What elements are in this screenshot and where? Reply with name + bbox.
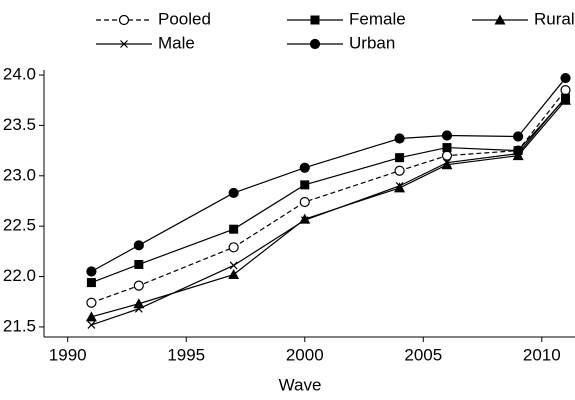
- series-line: [91, 89, 566, 304]
- marker: [299, 162, 310, 173]
- marker: [134, 259, 144, 269]
- x-axis-label: Wave: [279, 375, 322, 394]
- marker: [228, 269, 240, 280]
- marker: [560, 85, 571, 96]
- legend-label: Female: [349, 9, 406, 28]
- marker: [134, 304, 143, 313]
- x-tick-label: 2000: [286, 345, 324, 364]
- y-tick-label: 23.5: [3, 115, 36, 134]
- marker: [395, 153, 405, 163]
- marker: [394, 182, 406, 193]
- series-line: [91, 99, 566, 318]
- marker: [299, 213, 311, 224]
- marker: [228, 242, 239, 253]
- x-tick-label: 2005: [404, 345, 442, 364]
- marker: [512, 150, 524, 161]
- x-tick-label: 1995: [167, 345, 205, 364]
- series-line: [91, 97, 566, 284]
- x-tick-label: 1990: [49, 345, 87, 364]
- marker: [86, 297, 97, 308]
- marker: [561, 93, 570, 102]
- legend-label: Rural: [534, 9, 575, 28]
- marker: [443, 158, 451, 167]
- y-tick-label: 23.0: [3, 165, 36, 184]
- marker: [229, 261, 238, 270]
- y-tick-label: 21.5: [3, 316, 36, 335]
- marker: [300, 180, 310, 190]
- y-tick-label: 24.0: [3, 65, 36, 84]
- legend-marker: [118, 14, 130, 26]
- marker: [395, 181, 404, 190]
- legend-marker: [494, 14, 506, 25]
- legend-label: Urban: [349, 33, 395, 52]
- x-tick-label: 2010: [523, 345, 561, 364]
- series-line: [91, 96, 566, 326]
- marker: [441, 159, 453, 170]
- marker: [228, 187, 239, 199]
- marker: [514, 149, 523, 158]
- legend-marker: [120, 40, 128, 48]
- marker: [300, 216, 309, 225]
- marker: [299, 196, 310, 208]
- legend-marker: [310, 15, 320, 25]
- y-tick-label: 22.5: [3, 216, 36, 235]
- series-line: [91, 77, 566, 273]
- marker: [86, 266, 97, 277]
- marker: [86, 278, 96, 288]
- marker: [560, 94, 572, 105]
- marker: [229, 224, 239, 234]
- marker: [441, 130, 453, 141]
- marker: [87, 320, 96, 329]
- marker: [560, 72, 571, 84]
- marker: [442, 143, 452, 153]
- marker: [133, 240, 144, 251]
- marker: [394, 133, 405, 144]
- legend-label: Male: [158, 33, 195, 52]
- legend-marker: [309, 38, 321, 50]
- legend-label: Pooled: [158, 9, 211, 28]
- y-tick-label: 22.0: [3, 266, 36, 285]
- marker: [85, 311, 97, 322]
- marker: [133, 280, 144, 291]
- marker: [513, 131, 524, 142]
- marker: [394, 165, 405, 176]
- marker: [441, 150, 453, 161]
